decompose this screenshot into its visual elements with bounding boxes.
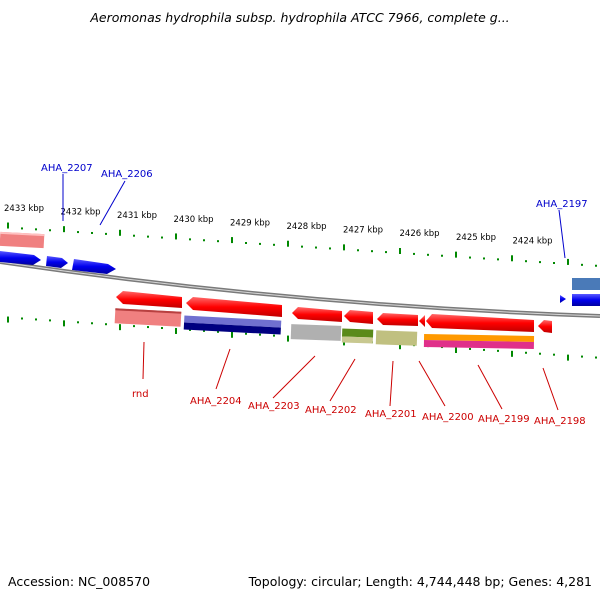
label-aha-2200[interactable]: AHA_2200 (422, 412, 474, 423)
leader-aha-2197 (558, 209, 566, 259)
leader-aha-2204 (215, 348, 231, 390)
label-aha-2201[interactable]: AHA_2201 (365, 409, 417, 420)
genome-backbone-highlight (0, 261, 600, 317)
kbp-tick-label: 2426 kbp (400, 229, 440, 239)
feature-bar-aha-2197[interactable] (572, 278, 600, 290)
upper-gene-labels: AHA_2207 AHA_2206 AHA_2197 (41, 163, 588, 210)
label-aha-2207[interactable]: AHA_2207 (41, 163, 93, 174)
topology-summary: Topology: circular; Length: 4,744,448 bp… (248, 574, 592, 589)
leader-aha-2206 (99, 180, 126, 226)
gene-arrow-aha-2197-start[interactable] (560, 295, 566, 303)
feature-bar-aha-2203[interactable] (290, 324, 342, 341)
gene-arrow-aha-2197[interactable] (572, 294, 600, 306)
kbp-tick-label: 2424 kbp (513, 236, 553, 246)
gene-arrow-aha-2198[interactable] (538, 320, 552, 333)
label-aha-2206[interactable]: AHA_2206 (101, 169, 153, 180)
forward-strand-genes (0, 251, 600, 306)
gene-arrow-aha-2208[interactable] (0, 251, 41, 265)
feature-bar-aha-2199-orange[interactable] (423, 334, 535, 342)
leader-aha-2199 (477, 364, 503, 410)
label-aha-2203[interactable]: AHA_2203 (248, 401, 300, 412)
kbp-tick-labels: 2433 kbp 2432 kbp 2431 kbp 2430 kbp 2429 kbp… (4, 204, 553, 246)
feature-bar-upper-left-edge (0, 231, 45, 237)
leader-rnd (142, 341, 145, 380)
kbp-tick-label: 2432 kbp (61, 208, 101, 218)
gene-arrow-aha-2200-start[interactable] (419, 315, 425, 327)
feature-bar-upper-left[interactable] (0, 231, 45, 249)
feature-bar-aha-2202-upper[interactable] (342, 328, 374, 338)
lower-gene-labels: rnd AHA_2204 AHA_2203 AHA_2202 AHA_2201 … (132, 389, 586, 427)
gene-arrow-aha-2207[interactable] (46, 256, 68, 268)
leader-aha-2200 (418, 360, 446, 407)
gene-arrow-aha-2199[interactable] (426, 314, 534, 332)
feature-bars (0, 231, 600, 349)
label-aha-2202[interactable]: AHA_2202 (305, 405, 357, 416)
gene-arrow-aha-2206[interactable] (72, 259, 116, 274)
upper-tick-ruler (7, 222, 597, 267)
gene-arrow-aha-2202[interactable] (344, 310, 373, 324)
kbp-tick-label: 2430 kbp (174, 215, 214, 225)
feature-bar-aha-2204-upper[interactable] (184, 315, 282, 328)
kbp-tick-label: 2425 kbp (456, 233, 496, 243)
feature-bar-aha-2204-lower[interactable] (183, 322, 281, 335)
gene-arrow-rnd[interactable] (116, 291, 182, 308)
kbp-tick-label: 2433 kbp (4, 204, 44, 214)
kbp-tick-label: 2427 kbp (343, 226, 383, 236)
leader-aha-2203 (272, 355, 316, 399)
leader-aha-2198 (542, 367, 559, 411)
feature-bar-rnd-edge (115, 308, 182, 314)
feature-bar-rnd[interactable] (114, 308, 182, 327)
label-leader-lines (62, 174, 566, 411)
label-aha-2199[interactable]: AHA_2199 (478, 414, 530, 425)
map-title: Aeromonas hydrophila subsp. hydrophila A… (90, 10, 510, 25)
gene-arrow-aha-2203[interactable] (292, 307, 342, 322)
feature-bar-aha-2199-magenta[interactable] (423, 340, 534, 349)
gene-arrow-aha-2204[interactable] (186, 297, 282, 317)
feature-bar-aha-2202-lower[interactable] (341, 336, 373, 344)
reverse-strand-genes (116, 291, 552, 333)
label-rnd[interactable]: rnd (132, 389, 149, 400)
accession-text: Accession: NC_008570 (8, 574, 151, 589)
kbp-tick-label: 2431 kbp (117, 211, 157, 221)
label-aha-2197[interactable]: AHA_2197 (536, 199, 588, 210)
gene-arrow-aha-2201[interactable] (377, 313, 418, 326)
label-aha-2198[interactable]: AHA_2198 (534, 416, 586, 427)
label-aha-2204[interactable]: AHA_2204 (190, 396, 242, 407)
kbp-tick-label: 2428 kbp (287, 222, 327, 232)
feature-bar-aha-2201[interactable] (375, 330, 418, 346)
leader-aha-2202 (329, 358, 356, 402)
kbp-tick-label: 2429 kbp (230, 218, 270, 228)
leader-aha-2201 (389, 360, 394, 407)
